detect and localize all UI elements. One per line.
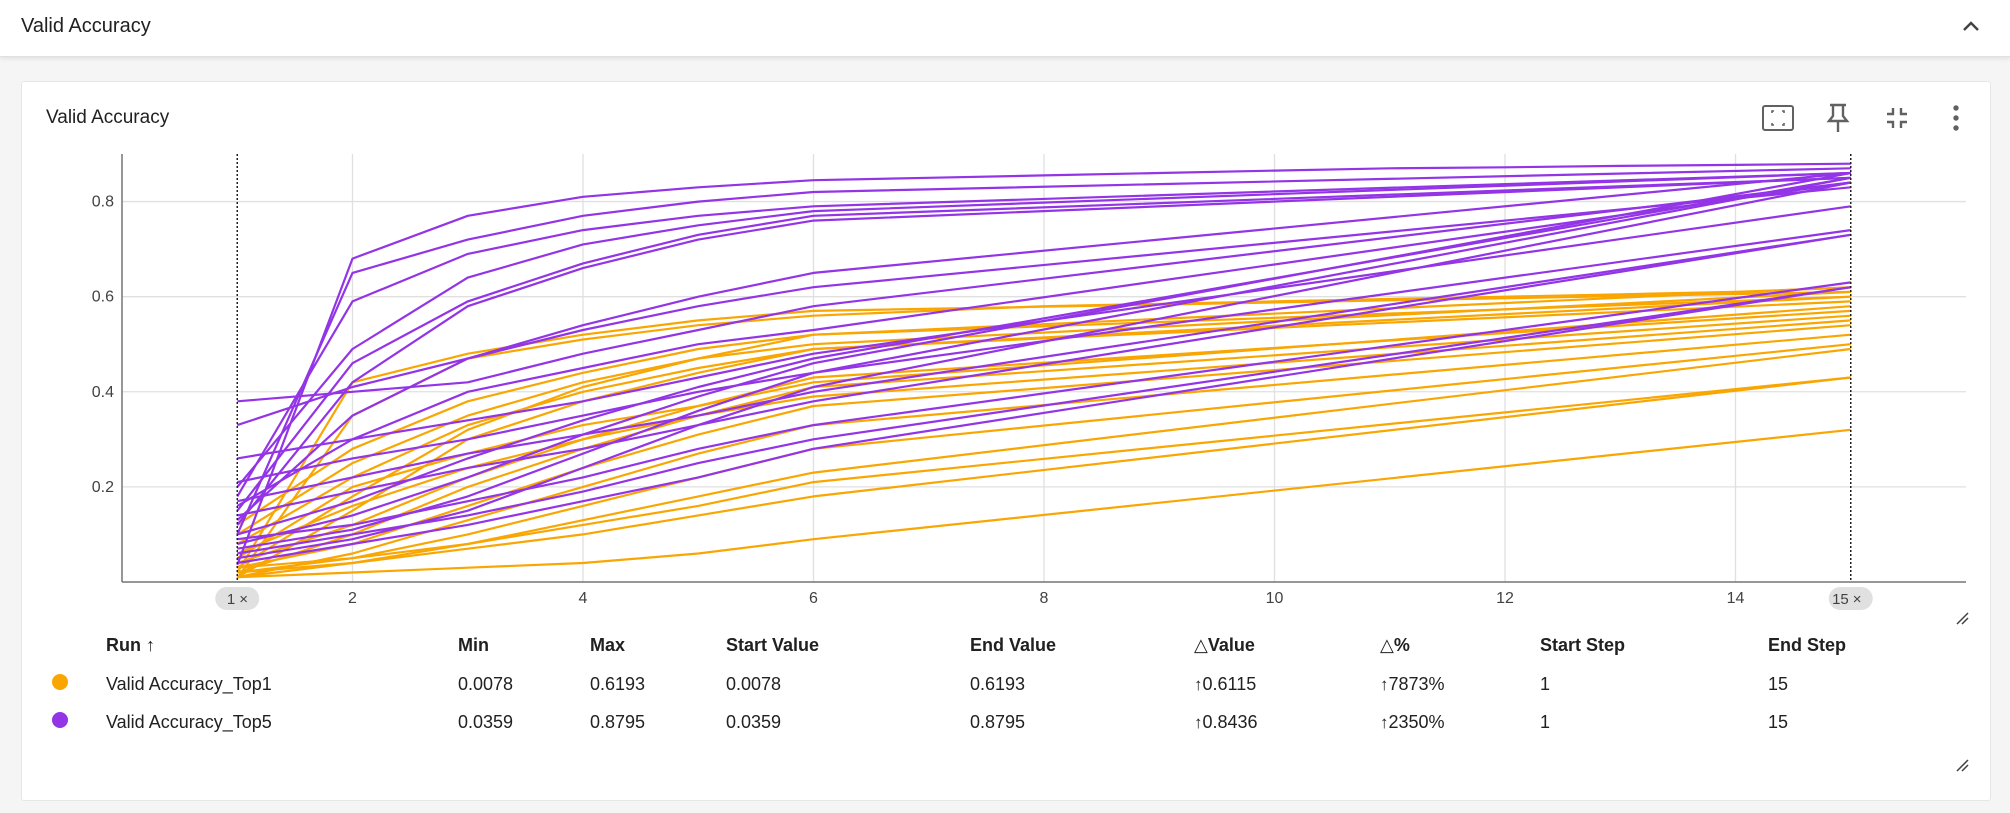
x-tick-label: 2 — [348, 590, 357, 607]
series-line-top5 — [237, 181, 1851, 403]
start-value: 0.0359 — [726, 711, 782, 732]
series-line-top1 — [236, 319, 1851, 555]
delta-icon: △ — [1194, 634, 1208, 655]
step-range-chip-label: 1 — [227, 591, 235, 608]
x-tick-label: 4 — [579, 590, 588, 607]
card-title: Valid Accuracy — [46, 107, 170, 128]
x-tick-label: 10 — [1266, 590, 1284, 607]
fit-domain-icon[interactable] — [1756, 96, 1800, 140]
y-tick-label: 0.6 — [92, 289, 114, 306]
header-delta-pct[interactable]: △% — [1380, 634, 1410, 655]
series-line-top5 — [236, 171, 1851, 522]
series-line-top5 — [237, 286, 1851, 565]
start-step: 1 — [1540, 711, 1551, 732]
series-line-top1 — [236, 290, 1851, 536]
max-value: 0.6193 — [590, 673, 646, 694]
series-line-top5 — [236, 186, 1851, 427]
start-step: 1 — [1540, 673, 1551, 694]
delta-pct: ↑7873% — [1380, 673, 1445, 694]
resize-handle-icon[interactable] — [1955, 758, 1969, 772]
collapse-icon[interactable] — [1875, 96, 1919, 140]
line-chart[interactable]: 2 4 6 8 10 12 140.20.40.60.81 × 15 × — [22, 82, 1990, 622]
series-line-top1 — [237, 428, 1851, 579]
pin-icon[interactable] — [1816, 96, 1860, 140]
more-vert-icon[interactable] — [1934, 96, 1978, 140]
table-row[interactable]: Valid Accuracy_Top5 0.0359 0.8795 0.0359… — [52, 703, 1918, 741]
max-value: 0.8795 — [590, 711, 646, 732]
run-name: Valid Accuracy_Top5 — [106, 711, 272, 732]
run-name: Valid Accuracy_Top1 — [106, 673, 272, 694]
header-end-value[interactable]: End Value — [970, 634, 1057, 655]
series-line-top5 — [236, 167, 1851, 535]
run-color-dot — [52, 711, 68, 728]
series-line-top1 — [237, 376, 1851, 569]
series-line-top5 — [236, 176, 1851, 536]
x-tick-label: 12 — [1496, 590, 1514, 607]
series-line-top5 — [237, 181, 1852, 560]
series-line-top5 — [236, 171, 1851, 497]
chip-close-icon: × — [1853, 591, 1862, 608]
series-line-top5 — [237, 286, 1851, 555]
series-line-top5 — [237, 233, 1851, 517]
end-step: 15 — [1768, 673, 1789, 694]
series-line-top5 — [236, 171, 1851, 488]
series-line-top1 — [236, 305, 1851, 560]
end-step: 15 — [1768, 711, 1789, 732]
arrow-up-icon: ↑ — [1194, 674, 1203, 694]
table-header-row: Run ↑ Min Max Start Value End Value △Val… — [52, 625, 1918, 665]
resize-handle-icon[interactable] — [1955, 611, 1969, 625]
chart-card: Valid Accuracy 2 4 6 8 10 12 14 0.2 0.4 0.6 0.8 1 × 1… — [21, 81, 1991, 801]
step-range-chip — [1828, 587, 1873, 610]
series-line-top5 — [236, 176, 1851, 526]
header-end-step[interactable]: End Step — [1768, 634, 1847, 655]
y-tick-label: 0.4 — [92, 384, 114, 401]
series-line-top5 — [237, 281, 1851, 541]
section-title: Valid Accuracy — [21, 15, 151, 37]
start-value: 0.0078 — [726, 673, 782, 694]
delta-value: ↑0.6115 — [1194, 673, 1257, 694]
x-tick-label: 8 — [1040, 590, 1049, 607]
series-line-top5 — [236, 181, 1851, 507]
series-line-top5 — [237, 171, 1851, 546]
chip-close-icon: × — [239, 591, 248, 608]
sort-arrow-icon: ↑ — [146, 634, 156, 655]
series-line-top5 — [236, 162, 1851, 566]
y-tick-label: 0.2 — [92, 479, 114, 496]
runs-table: Run ↑ Min Max Start Value End Value △Val… — [52, 625, 1918, 741]
x-tick-label: 14 — [1727, 590, 1745, 607]
table-row[interactable]: Valid Accuracy_Top1 0.0078 0.6193 0.0078… — [52, 665, 1918, 703]
step-range-chip-label: 15 — [1832, 591, 1849, 608]
header-max[interactable]: Max — [590, 634, 626, 655]
delta-value: ↑0.8436 — [1194, 711, 1258, 732]
header-start-value[interactable]: Start Value — [726, 634, 820, 655]
step-range-chip — [215, 587, 260, 610]
run-color-dot — [52, 673, 68, 690]
x-tick-label: 6 — [809, 590, 818, 607]
arrow-up-icon: ↑ — [1380, 712, 1389, 732]
chevron-up-icon[interactable] — [1956, 12, 1986, 42]
min-value: 0.0359 — [458, 711, 514, 732]
y-tick-label: 0.8 — [92, 194, 114, 211]
series-line-top1 — [237, 376, 1851, 574]
end-value: 0.8795 — [970, 711, 1026, 732]
header-run[interactable]: Run ↑ — [106, 634, 156, 655]
header-min[interactable]: Min — [458, 634, 489, 655]
series-line-top1 — [236, 286, 1851, 526]
series-line-top5 — [237, 176, 1852, 550]
header-delta-value[interactable]: △Value — [1194, 634, 1255, 655]
arrow-up-icon: ↑ — [1194, 712, 1203, 732]
header-start-step[interactable]: Start Step — [1540, 634, 1626, 655]
section-header: Valid Accuracy — [0, 0, 2010, 57]
min-value: 0.0078 — [458, 673, 514, 694]
end-value: 0.6193 — [970, 673, 1026, 694]
delta-icon: △ — [1380, 634, 1394, 655]
series-line-top5 — [236, 176, 1851, 512]
delta-pct: ↑2350% — [1380, 711, 1445, 732]
arrow-up-icon: ↑ — [1380, 674, 1389, 694]
